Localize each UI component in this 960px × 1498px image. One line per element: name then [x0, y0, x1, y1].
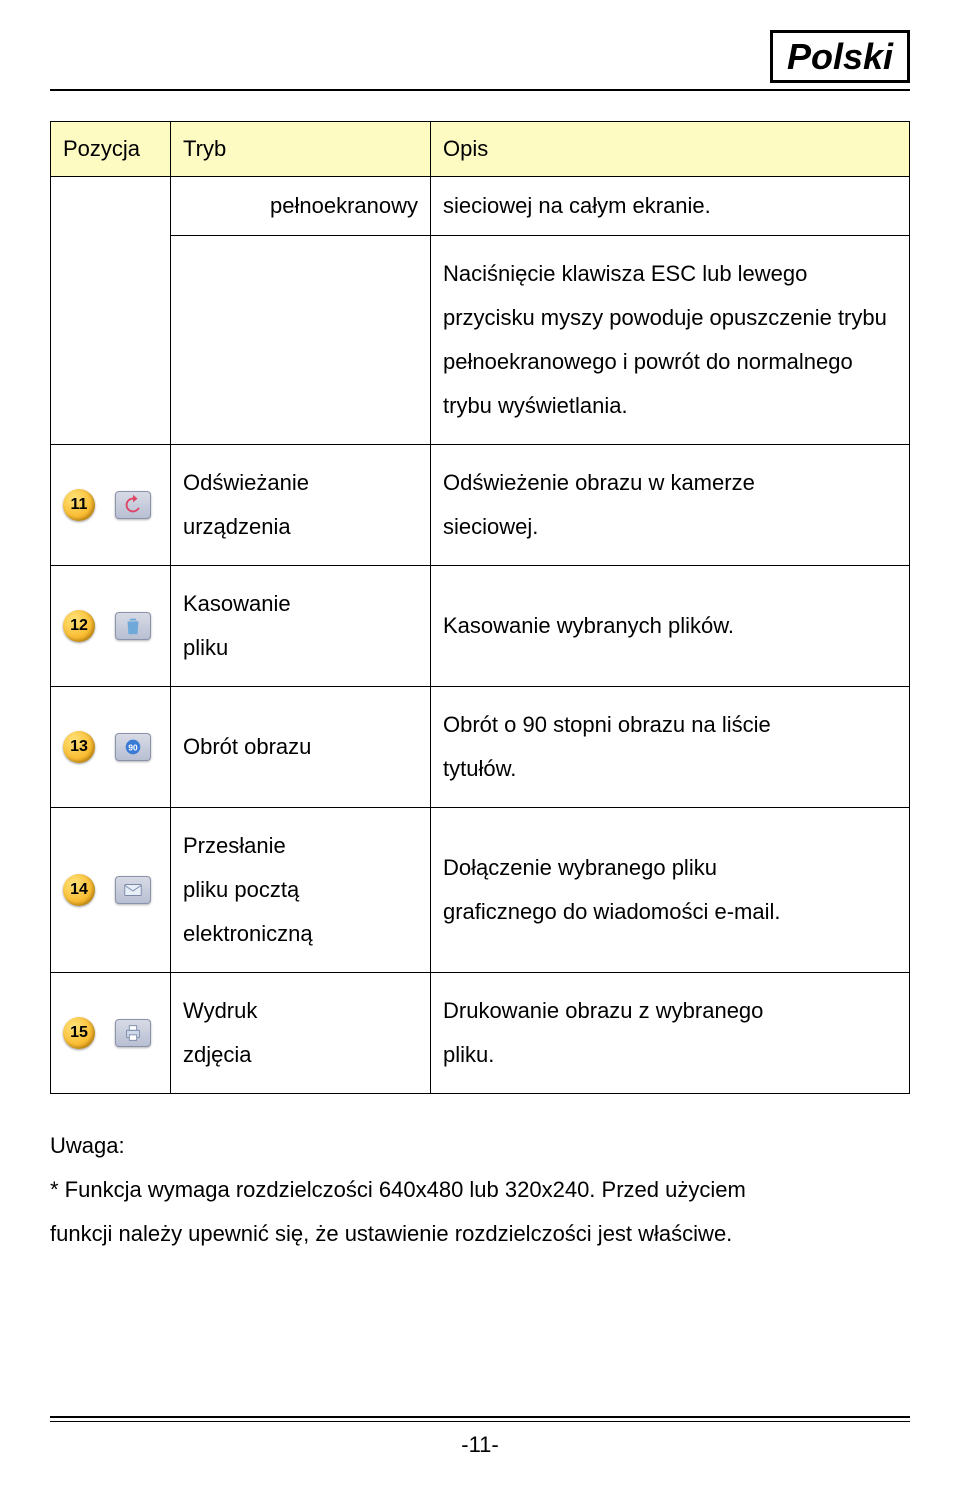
header-badge-wrap: Polski — [50, 30, 910, 83]
tryb-text: pliku pocztą — [183, 877, 299, 902]
cell-pozycja: 14 — [51, 808, 171, 973]
cell-tryb: Przesłanie pliku pocztą elektroniczną — [171, 808, 431, 973]
cell-pozycja: 12 — [51, 566, 171, 687]
page-number: -11- — [50, 1432, 910, 1458]
table-row: 13 90 Obrót obrazu Obrót o 90 stopni obr… — [51, 687, 910, 808]
cell-tryb: Obrót obrazu — [171, 687, 431, 808]
svg-text:90: 90 — [128, 744, 138, 753]
cell-opis: Obrót o 90 stopni obrazu na liście tytuł… — [431, 687, 910, 808]
refresh-icon — [115, 491, 151, 519]
cell-tryb: pełnoekranowy — [171, 177, 431, 236]
cell-pozycja: 15 — [51, 973, 171, 1094]
cell-opis: Dołączenie wybranego pliku graficznego d… — [431, 808, 910, 973]
note-line: funkcji należy upewnić się, że ustawieni… — [50, 1212, 910, 1256]
page: Polski Pozycja Tryb Opis pełnoekranowy s… — [0, 0, 960, 1498]
tryb-text: Przesłanie — [183, 833, 286, 858]
opis-text: Dołączenie wybranego pliku — [443, 855, 717, 880]
note-block: Uwaga: * Funkcja wymaga rozdzielczości 6… — [50, 1124, 910, 1256]
opis-text: sieciowej. — [443, 514, 538, 539]
opis-text: pliku. — [443, 1042, 494, 1067]
rotate-icon: 90 — [115, 733, 151, 761]
bullet-13: 13 — [63, 731, 95, 763]
cell-opis: Kasowanie wybranych plików. — [431, 566, 910, 687]
opis-text: Drukowanie obrazu z wybranego — [443, 998, 763, 1023]
mail-icon — [115, 876, 151, 904]
bullet-11: 11 — [63, 489, 95, 521]
opis-text: tytułów. — [443, 756, 516, 781]
opis-text: Obrót o 90 stopni obrazu na liście — [443, 712, 771, 737]
header-rule — [50, 89, 910, 91]
opis-text: graficznego do wiadomości e-mail. — [443, 899, 781, 924]
bullet-12: 12 — [63, 610, 95, 642]
bullet-15: 15 — [63, 1017, 95, 1049]
table-row: 12 Kasowanie pliku Kasowanie wybranych p… — [51, 566, 910, 687]
cell-pozycja: 11 — [51, 445, 171, 566]
cell-opis: sieciowej na całym ekranie. — [431, 177, 910, 236]
table-row: 15 Wydruk zdjęcia Drukowanie obrazu z wy… — [51, 973, 910, 1094]
main-table: Pozycja Tryb Opis pełnoekranowy sieciowe… — [50, 121, 910, 1094]
table-row: 11 Odświeżanie urządzenia Odświeżenie ob… — [51, 445, 910, 566]
tryb-text: zdjęcia — [183, 1042, 251, 1067]
th-opis: Opis — [431, 122, 910, 177]
note-label: Uwaga: — [50, 1124, 910, 1168]
cell-opis: Naciśnięcie klawisza ESC lub lewego przy… — [431, 236, 910, 445]
tryb-text: Wydruk — [183, 998, 257, 1023]
trash-icon — [115, 612, 151, 640]
cell-tryb: Wydruk zdjęcia — [171, 973, 431, 1094]
cell-tryb-empty — [171, 236, 431, 445]
tryb-text: pliku — [183, 635, 228, 660]
table-row: pełnoekranowy sieciowej na całym ekranie… — [51, 177, 910, 236]
cell-tryb: Kasowanie pliku — [171, 566, 431, 687]
cell-tryb: Odświeżanie urządzenia — [171, 445, 431, 566]
tryb-text: Odświeżanie — [183, 470, 309, 495]
th-pozycja: Pozycja — [51, 122, 171, 177]
cell-opis: Drukowanie obrazu z wybranego pliku. — [431, 973, 910, 1094]
note-line: * Funkcja wymaga rozdzielczości 640x480 … — [50, 1168, 910, 1212]
tryb-text: elektroniczną — [183, 921, 313, 946]
cell-pozycja-empty — [51, 177, 171, 445]
opis-text: Odświeżenie obrazu w kamerze — [443, 470, 755, 495]
bullet-14: 14 — [63, 874, 95, 906]
cell-pozycja: 13 90 — [51, 687, 171, 808]
language-badge: Polski — [770, 30, 910, 83]
table-row: 14 Przesłanie pliku pocztą elektroniczną… — [51, 808, 910, 973]
print-icon — [115, 1019, 151, 1047]
th-tryb: Tryb — [171, 122, 431, 177]
table-row: Naciśnięcie klawisza ESC lub lewego przy… — [51, 236, 910, 445]
tryb-text: urządzenia — [183, 514, 291, 539]
footer-rule — [50, 1416, 910, 1422]
cell-opis: Odświeżenie obrazu w kamerze sieciowej. — [431, 445, 910, 566]
tryb-text: Kasowanie — [183, 591, 291, 616]
